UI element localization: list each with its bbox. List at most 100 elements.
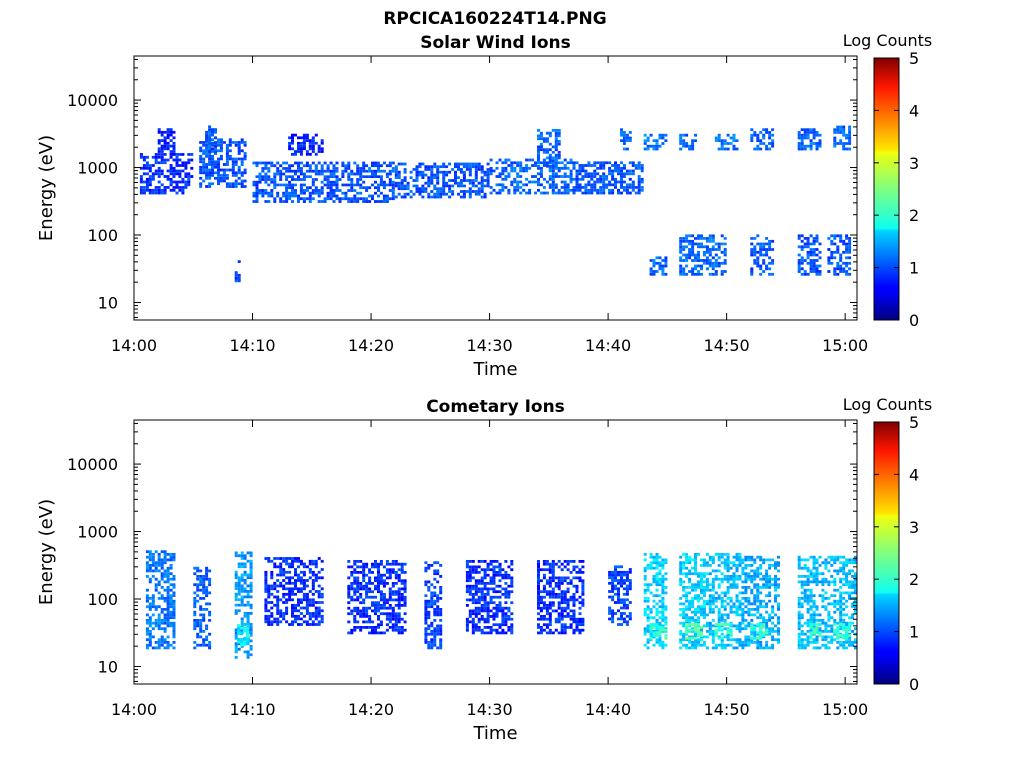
- cell: [727, 614, 730, 617]
- cell: [623, 620, 626, 623]
- cell: [226, 163, 229, 166]
- cell: [798, 237, 801, 240]
- cell: [208, 185, 211, 188]
- cell: [161, 619, 164, 622]
- cell: [804, 134, 807, 137]
- cell: [353, 615, 356, 618]
- cell: [537, 571, 540, 574]
- cell: [777, 633, 780, 636]
- cell: [469, 566, 472, 569]
- cell: [664, 273, 667, 276]
- cell: [712, 611, 715, 614]
- cell: [744, 556, 747, 559]
- cell: [807, 262, 810, 265]
- cell: [451, 179, 454, 182]
- cell: [848, 248, 851, 251]
- cell: [712, 633, 715, 636]
- cell: [288, 192, 291, 195]
- cell: [161, 641, 164, 644]
- cell: [614, 170, 617, 173]
- cell: [309, 563, 312, 566]
- cell: [688, 637, 691, 640]
- cell: [439, 619, 442, 622]
- cell: [718, 559, 721, 562]
- cell: [653, 623, 656, 626]
- cell: [321, 167, 324, 170]
- cell: [501, 607, 504, 610]
- cell: [273, 620, 276, 623]
- cell: [309, 195, 312, 198]
- cell: [685, 619, 688, 622]
- cell: [167, 592, 170, 595]
- cell: [439, 187, 442, 190]
- cell: [457, 163, 460, 166]
- cell: [261, 162, 264, 165]
- cell: [472, 626, 475, 629]
- cell: [759, 637, 762, 640]
- cell: [276, 612, 279, 615]
- cell: [241, 565, 244, 568]
- cell: [380, 200, 383, 203]
- cell: [623, 134, 626, 137]
- cell: [810, 605, 813, 608]
- cell: [765, 631, 768, 634]
- cell: [614, 164, 617, 167]
- cell: [659, 605, 662, 608]
- cell: [362, 568, 365, 571]
- cell: [164, 192, 167, 195]
- cell: [715, 592, 718, 595]
- cell: [167, 608, 170, 611]
- cell: [626, 192, 629, 195]
- cell: [170, 625, 173, 628]
- cell: [158, 553, 161, 556]
- cell: [694, 570, 697, 573]
- cell: [552, 593, 555, 596]
- cell: [804, 270, 807, 273]
- cell: [359, 593, 362, 596]
- cell: [611, 612, 614, 615]
- cell: [546, 181, 549, 184]
- cell: [436, 581, 439, 584]
- cell: [350, 200, 353, 203]
- cell: [570, 189, 573, 192]
- cell: [211, 163, 214, 166]
- cell: [193, 592, 196, 595]
- cell: [410, 171, 413, 174]
- cell: [593, 186, 596, 189]
- cell: [303, 145, 306, 148]
- cell: [614, 167, 617, 170]
- cell: [484, 593, 487, 596]
- cell: [736, 578, 739, 581]
- cell: [306, 565, 309, 568]
- cell: [267, 167, 270, 170]
- cell: [383, 632, 386, 635]
- cell: [620, 128, 623, 131]
- cell: [149, 616, 152, 619]
- cell: [721, 644, 724, 647]
- cell: [232, 185, 235, 188]
- cell: [827, 262, 830, 265]
- cell: [685, 256, 688, 259]
- cell: [344, 170, 347, 173]
- cell: [712, 586, 715, 589]
- cell: [237, 632, 240, 635]
- cell: [401, 629, 404, 632]
- cell: [309, 192, 312, 195]
- cell: [430, 190, 433, 193]
- cell: [733, 603, 736, 606]
- cell: [238, 554, 241, 557]
- cell: [356, 560, 359, 563]
- cell: [836, 267, 839, 270]
- cell: [762, 575, 765, 578]
- cell: [330, 173, 333, 176]
- cell: [638, 183, 641, 186]
- cell: [756, 592, 759, 595]
- cell: [579, 632, 582, 635]
- cell: [819, 139, 822, 142]
- cell: [439, 589, 442, 592]
- cell: [762, 631, 765, 634]
- cell: [765, 586, 768, 589]
- cell: [721, 603, 724, 606]
- cell: [288, 596, 291, 599]
- cell: [377, 186, 380, 189]
